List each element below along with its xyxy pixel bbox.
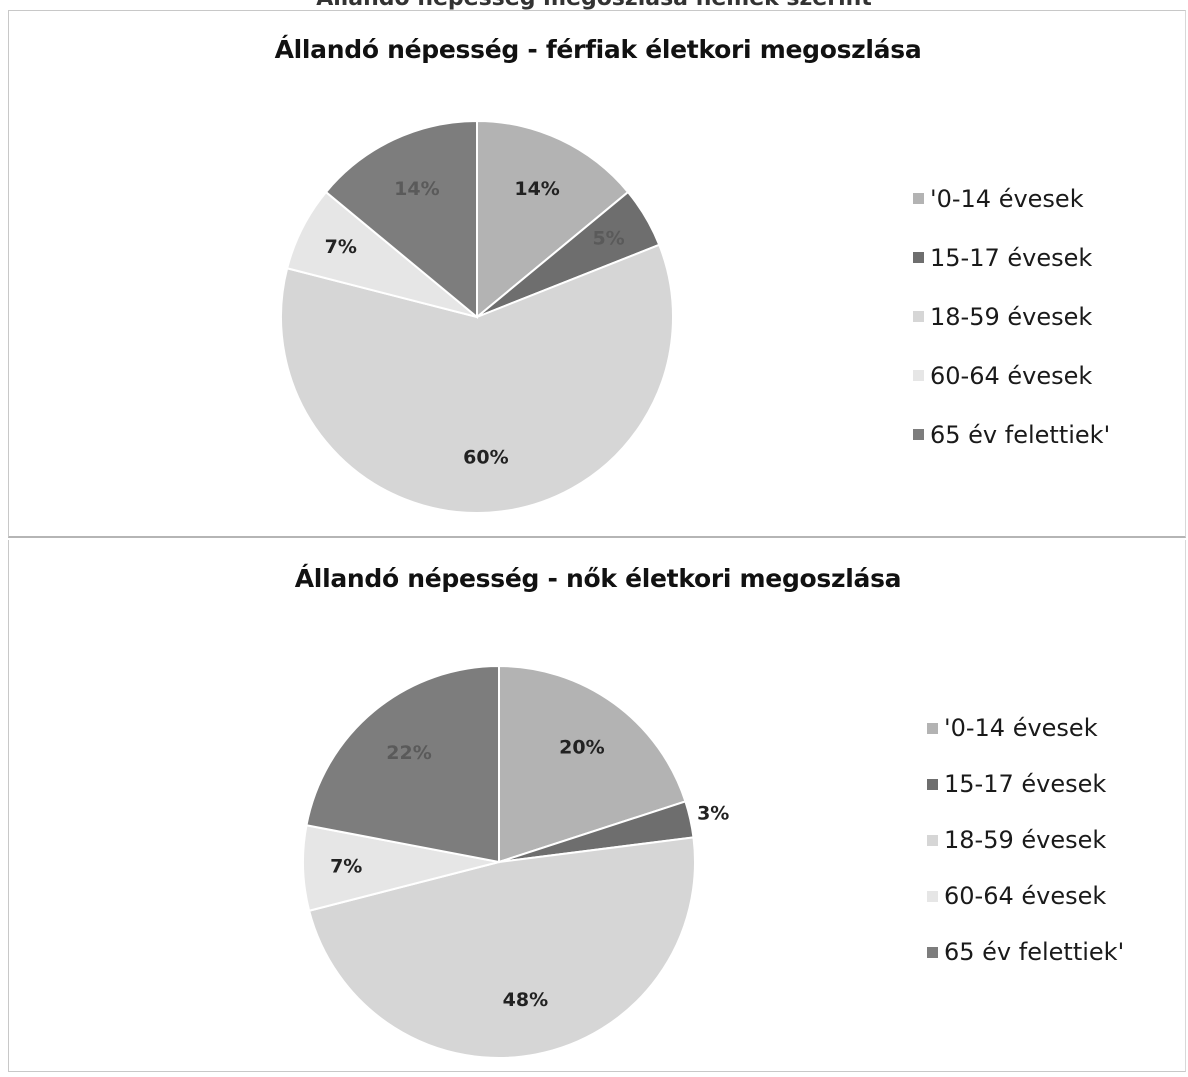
data-label: 5%	[592, 228, 624, 250]
data-label: 48%	[503, 989, 548, 1011]
chart-legend: '0-14 évesek 15-17 évesek 18-59 évesek 6…	[927, 700, 1124, 980]
legend-item: 65 év felettiek'	[927, 924, 1124, 980]
legend-label: 15-17 évesek	[944, 770, 1107, 798]
legend-item: 65 év felettiek'	[913, 405, 1110, 464]
data-label: 3%	[697, 803, 729, 825]
legend-item: 15-17 évesek	[913, 228, 1110, 287]
legend-label: '0-14 évesek	[930, 184, 1084, 213]
pie-slice	[305, 664, 500, 864]
legend-label: 60-64 évesek	[930, 361, 1093, 390]
legend-item: 18-59 évesek	[927, 812, 1124, 868]
data-label: 7%	[325, 236, 357, 258]
legend-swatch	[927, 722, 938, 734]
legend-item: 18-59 évesek	[913, 287, 1110, 346]
legend-label: 18-59 évesek	[944, 826, 1107, 854]
legend-label: 15-17 évesek	[930, 243, 1093, 272]
data-label: 7%	[330, 855, 362, 877]
female-age-chart: Állandó népesség - nők életkori megoszlá…	[8, 540, 1186, 1072]
legend-label: '0-14 évesek	[944, 714, 1098, 742]
legend-swatch	[913, 370, 924, 381]
pie-chart: 14% 5% 60% 7% 14%	[280, 119, 674, 514]
chart-title: Állandó népesség - nők életkori megoszlá…	[294, 564, 902, 593]
data-label: 60%	[463, 446, 508, 468]
legend-item: '0-14 évesek	[927, 700, 1124, 756]
data-label: 20%	[559, 736, 604, 758]
legend-swatch	[927, 834, 938, 846]
data-label: 22%	[386, 742, 431, 764]
legend-swatch	[927, 946, 938, 958]
legend-swatch	[913, 311, 924, 322]
chart-legend: '0-14 évesek 15-17 évesek 18-59 évesek 6…	[913, 169, 1110, 464]
cut-off-caption: Állandó népesség megoszlása nemek szerin…	[0, 0, 1188, 11]
legend-swatch	[913, 429, 924, 440]
legend-label: 18-59 évesek	[930, 302, 1093, 331]
data-label: 14%	[394, 178, 439, 200]
legend-item: 60-64 évesek	[927, 868, 1124, 924]
legend-label: 60-64 évesek	[944, 882, 1107, 910]
pie-slice	[280, 243, 674, 514]
legend-item: 15-17 évesek	[927, 756, 1124, 812]
legend-label: 65 év felettiek'	[930, 420, 1111, 449]
pie-slice	[498, 664, 687, 864]
legend-swatch	[913, 193, 924, 204]
pie-slice	[476, 119, 630, 320]
data-label: 14%	[514, 178, 559, 200]
legend-item: 60-64 évesek	[913, 346, 1110, 405]
chart-title: Állandó népesség - férfiak életkori mego…	[274, 35, 922, 64]
pie-slice	[307, 836, 696, 1059]
legend-item: '0-14 évesek	[913, 169, 1110, 228]
legend-label: 65 év felettiek'	[944, 938, 1125, 966]
male-age-chart: Állandó népesség - férfiak életkori mego…	[8, 10, 1186, 538]
legend-swatch	[927, 778, 938, 790]
legend-swatch	[927, 890, 938, 902]
pie-slice	[324, 119, 478, 320]
legend-swatch	[913, 252, 924, 263]
pie-chart: 20% 3% 48% 7% 22%	[302, 664, 729, 1059]
